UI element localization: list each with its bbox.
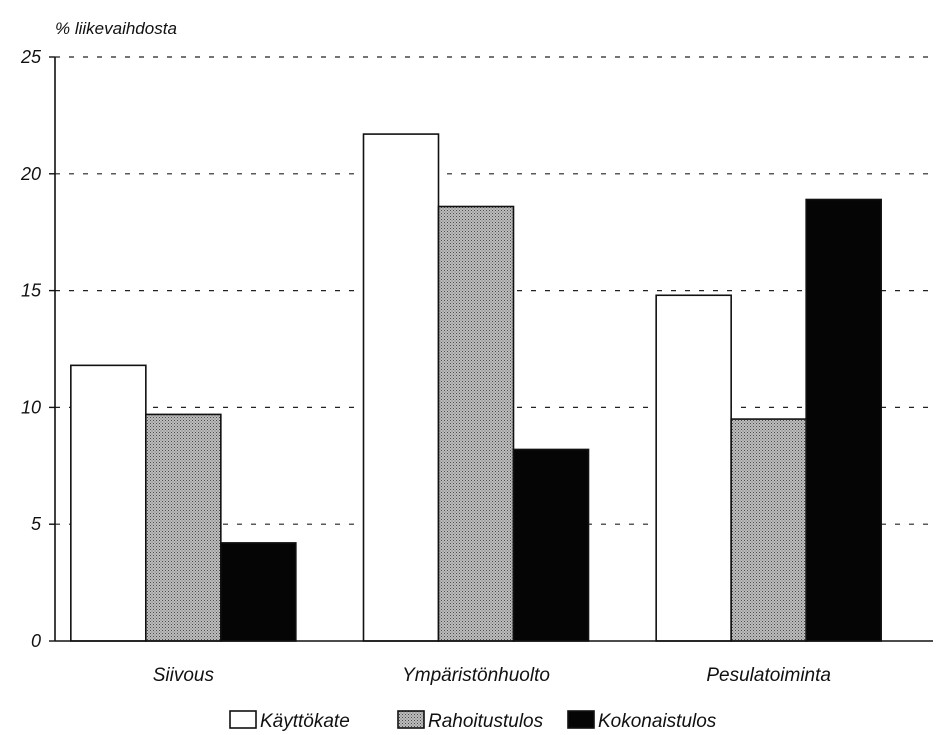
y-tick-label: 20	[20, 164, 41, 184]
y-tick-label: 10	[21, 397, 41, 417]
x-tick-label: Ympäristönhuolto	[402, 665, 550, 686]
y-tick-label: 0	[31, 631, 41, 651]
y-tick-label: 15	[21, 281, 42, 301]
legend-swatch	[229, 710, 257, 729]
bar-Käyttökate-Ympäristönhuolto	[362, 133, 440, 642]
bar-Rahoitustulos-Pesulatoiminta	[730, 418, 807, 642]
bar-Kokonaistulos-Pesulatoiminta	[805, 198, 882, 642]
bar-Käyttökate-Pesulatoiminta	[655, 294, 732, 642]
x-tick-label: Pesulatoiminta	[706, 665, 831, 686]
y-tick-label: 25	[20, 47, 42, 67]
bar-Käyttökate-Siivous	[70, 364, 147, 642]
bar-Rahoitustulos-Ympäristönhuolto	[437, 205, 515, 642]
bar-Kokonaistulos-Ympäristönhuolto	[512, 448, 590, 642]
bars	[70, 133, 882, 642]
bar-Kokonaistulos-Siivous	[220, 542, 297, 642]
bar-Rahoitustulos-Siivous	[145, 413, 222, 642]
legend-swatch	[567, 710, 595, 729]
y-tick-label: 5	[31, 514, 42, 534]
legend-label: Käyttökate	[260, 711, 350, 732]
legend-label: Kokonaistulos	[598, 711, 717, 732]
legend-swatch	[397, 710, 425, 729]
legend-label: Rahoitustulos	[428, 711, 544, 732]
legend: Käyttökate Rahoitustulos Kokonaistulos	[229, 710, 717, 732]
y-axis-label: % liikevaihdosta	[55, 19, 177, 38]
x-ticks: Siivous Ympäristönhuolto Pesulatoiminta	[153, 665, 831, 686]
x-tick-label: Siivous	[153, 665, 215, 686]
y-ticks: 0 5 10 15 20 25	[20, 47, 55, 651]
